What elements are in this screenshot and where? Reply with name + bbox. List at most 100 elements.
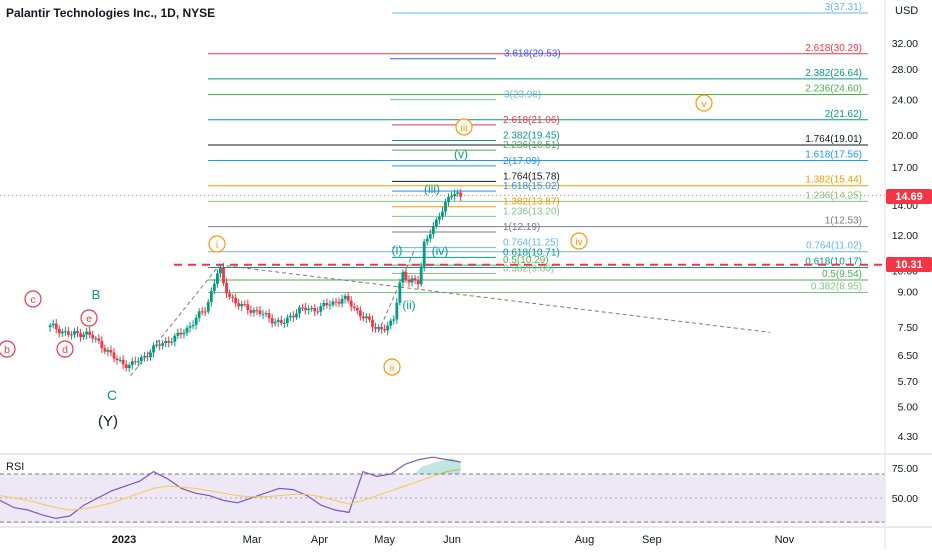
- svg-text:iv: iv: [575, 236, 583, 248]
- candle: [298, 304, 301, 319]
- rsi-band: [0, 474, 885, 523]
- candle: [115, 355, 119, 365]
- svg-text:i: i: [216, 239, 218, 251]
- candle: [441, 206, 444, 220]
- candle: [404, 267, 408, 283]
- candle: [444, 198, 447, 216]
- candle: [422, 238, 426, 272]
- svg-text:iii: iii: [461, 122, 468, 134]
- wave-label-0: b: [0, 340, 16, 358]
- candle: [374, 322, 377, 333]
- svg-text:(Y): (Y): [98, 413, 118, 430]
- candle: [355, 305, 359, 315]
- candle: [249, 305, 253, 317]
- rsi-overbought-fill: [415, 458, 461, 474]
- candle: [70, 331, 73, 340]
- candle: [270, 313, 274, 328]
- candle: [76, 326, 79, 338]
- svg-text:v: v: [701, 98, 707, 110]
- candle: [401, 269, 405, 288]
- candle: [185, 325, 189, 336]
- candle: [222, 263, 225, 286]
- candle: [234, 293, 238, 308]
- rsi-title: RSI: [6, 461, 24, 473]
- candle: [121, 355, 125, 370]
- candle: [319, 302, 323, 317]
- fib-label-inner-7: 1.618(15.02): [503, 181, 560, 192]
- candle: [149, 349, 152, 361]
- candle: [392, 315, 396, 325]
- candle: [109, 345, 113, 357]
- candle: [313, 303, 317, 317]
- wave-label-16: (v): [454, 147, 468, 161]
- trendline-down: [219, 264, 771, 333]
- fib-label-outer-1: 2.618(30.29): [805, 43, 862, 54]
- price-axis-tick-10: 6.50: [898, 350, 919, 362]
- svg-text:c: c: [30, 294, 35, 306]
- candle: [258, 305, 262, 317]
- fib-label-inner-11: 0.764(11.25): [503, 238, 559, 249]
- candle: [225, 278, 228, 299]
- candle: [112, 348, 116, 363]
- time-axis-tick-3: May: [374, 534, 395, 546]
- candle: [182, 328, 186, 339]
- candle: [179, 328, 183, 339]
- wave-label-10: iv: [570, 232, 588, 250]
- wave-label-4: B: [92, 287, 101, 302]
- fib-label-outer-11: 0.618(10.17): [805, 256, 862, 267]
- candle: [380, 323, 384, 334]
- candle: [133, 356, 137, 365]
- candle: [57, 325, 61, 338]
- svg-text:(ii): (ii): [402, 298, 415, 312]
- candle: [188, 322, 192, 333]
- candle: [447, 193, 450, 207]
- candle: [346, 291, 350, 304]
- price-axis-tick-0: 32.00: [892, 38, 918, 50]
- svg-text:(iii): (iii): [424, 182, 440, 196]
- time-axis-tick-1: Mar: [243, 534, 262, 546]
- wave-label-14: (iii): [424, 182, 440, 196]
- candle: [377, 324, 380, 333]
- candle: [167, 336, 171, 348]
- fib-label-inner-13: 0.5(10.29): [503, 255, 549, 266]
- wave-label-7: i: [208, 235, 226, 253]
- candle: [216, 269, 219, 288]
- candle: [79, 328, 82, 342]
- candle: [431, 222, 435, 239]
- wave-label-15: (iv): [432, 244, 449, 258]
- candle: [325, 298, 329, 309]
- candle: [307, 304, 311, 315]
- level-price-value: 10.31: [895, 259, 923, 271]
- candle: [54, 319, 58, 334]
- candle: [395, 298, 399, 324]
- candle: [282, 318, 286, 328]
- trendline-up: [130, 264, 220, 377]
- candle: [200, 306, 204, 316]
- time-axis-tick-7: Nov: [775, 534, 795, 546]
- candle: [438, 212, 441, 225]
- candle: [334, 297, 338, 307]
- time-axis-tick-2: Apr: [311, 534, 328, 546]
- candle: [173, 333, 177, 347]
- fib-label-outer-13: 0.382(8.95): [811, 281, 862, 292]
- candle: [97, 334, 101, 345]
- candle: [170, 337, 174, 346]
- fib-label-inner-8: 1.382(13.87): [503, 197, 560, 208]
- svg-text:C: C: [107, 387, 117, 403]
- candle: [124, 360, 128, 372]
- price-axis-tick-4: 17.00: [892, 162, 918, 174]
- candle: [158, 340, 162, 351]
- candle: [304, 302, 307, 315]
- candle: [127, 362, 131, 373]
- candle: [398, 278, 402, 306]
- candle: [203, 307, 207, 317]
- candle: [252, 307, 256, 317]
- candle: [161, 340, 165, 350]
- fib-label-outer-10: 0.764(11.02): [806, 241, 862, 252]
- candle: [310, 305, 314, 312]
- svg-text:(i): (i): [392, 243, 403, 257]
- rsi-ma-line: [0, 468, 461, 511]
- fib-label-inner-1: 3(23.96): [504, 90, 541, 101]
